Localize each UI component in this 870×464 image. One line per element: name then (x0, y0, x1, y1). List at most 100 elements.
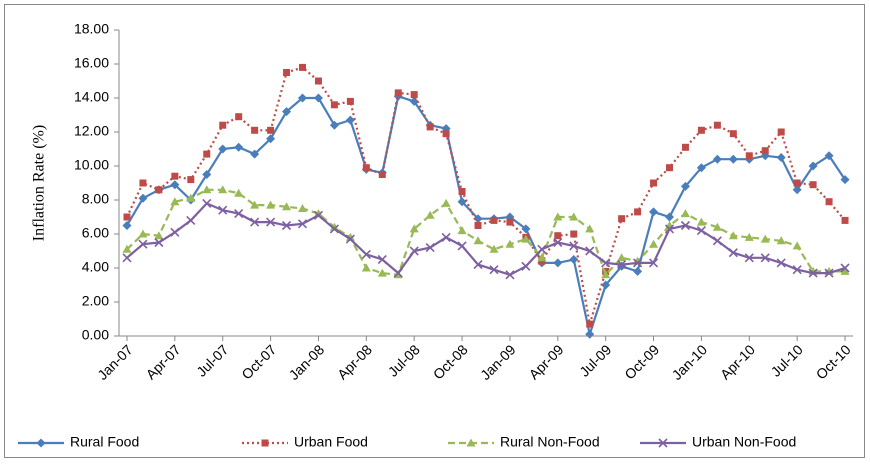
data-point (585, 224, 595, 233)
chart-border (4, 4, 865, 458)
data-point (155, 186, 163, 194)
data-point (585, 329, 595, 339)
legend-marker (658, 438, 668, 448)
data-point (824, 151, 834, 161)
data-point (409, 224, 419, 233)
data-point (521, 224, 531, 234)
data-point (792, 241, 802, 250)
data-point (219, 121, 227, 129)
data-point (697, 126, 705, 134)
data-point (650, 179, 658, 187)
data-point (329, 120, 339, 130)
data-point (154, 231, 164, 240)
data-point (234, 142, 244, 152)
data-point (792, 185, 802, 195)
data-point (601, 258, 611, 268)
data-point (266, 134, 276, 144)
data-point (761, 147, 769, 155)
data-point (281, 220, 292, 231)
data-point (776, 236, 786, 245)
data-point (841, 216, 849, 224)
data-point (298, 204, 307, 212)
data-point (234, 209, 244, 219)
data-point (569, 212, 579, 221)
data-point (473, 236, 483, 245)
data-point (138, 193, 148, 203)
data-point (666, 164, 673, 172)
data-point (553, 258, 563, 268)
data-point (744, 253, 754, 263)
data-point (330, 101, 338, 109)
data-point (362, 164, 370, 172)
data-point (617, 253, 627, 262)
data-point (617, 260, 627, 270)
legend-marker (466, 438, 476, 447)
data-point (313, 210, 324, 220)
data-point (250, 217, 260, 227)
data-point (123, 213, 131, 221)
data-point (425, 210, 435, 219)
data-point (649, 239, 659, 248)
data-point (250, 200, 260, 209)
data-point (664, 224, 675, 234)
data-point (457, 226, 467, 235)
data-point (378, 171, 386, 178)
data-point (696, 217, 706, 226)
data-point (267, 126, 275, 134)
data-point (713, 121, 721, 129)
data-point (760, 253, 770, 263)
data-point (776, 258, 786, 268)
data-point (696, 226, 706, 236)
data-point (473, 260, 483, 270)
data-point (680, 220, 691, 231)
data-point (234, 188, 244, 197)
data-point (553, 237, 563, 248)
data-point (744, 232, 754, 241)
data-point (377, 254, 387, 265)
data-point (203, 150, 211, 158)
y-tick-label: 16.00 (74, 55, 109, 71)
y-tick-label: 14.00 (74, 89, 109, 105)
data-point (489, 265, 499, 275)
data-point (824, 268, 834, 278)
data-point (458, 188, 466, 195)
data-point (728, 248, 738, 258)
data-point (681, 143, 689, 151)
data-point (505, 239, 515, 248)
data-point (170, 180, 180, 190)
data-point (521, 234, 531, 243)
data-point (393, 268, 403, 278)
data-point (633, 266, 643, 276)
data-point (186, 193, 196, 202)
data-point (122, 244, 132, 253)
data-point (361, 249, 371, 259)
y-tick-label: 4.00 (82, 259, 109, 275)
data-point (793, 179, 801, 187)
data-point (696, 163, 706, 173)
series-line (126, 94, 846, 339)
data-point (122, 221, 132, 230)
y-tick-label: 0.00 (82, 327, 109, 343)
data-point (361, 263, 371, 272)
data-point (170, 227, 180, 237)
data-point (489, 244, 499, 253)
data-point (266, 200, 276, 209)
data-point (809, 181, 817, 189)
series-line (126, 188, 846, 277)
data-point (473, 214, 483, 224)
data-point (299, 63, 306, 71)
data-point (345, 115, 355, 125)
data-point (665, 212, 674, 222)
data-point (648, 258, 659, 268)
y-axis-title: Inflation Rate (%) (31, 125, 48, 241)
data-point (171, 172, 179, 180)
data-point (235, 113, 243, 121)
data-point (314, 77, 322, 85)
y-tick-label: 6.00 (82, 225, 109, 241)
data-point (569, 241, 579, 251)
data-point (505, 270, 515, 280)
y-tick-label: 12.00 (74, 123, 109, 139)
data-point (712, 236, 722, 246)
data-point (506, 218, 514, 226)
